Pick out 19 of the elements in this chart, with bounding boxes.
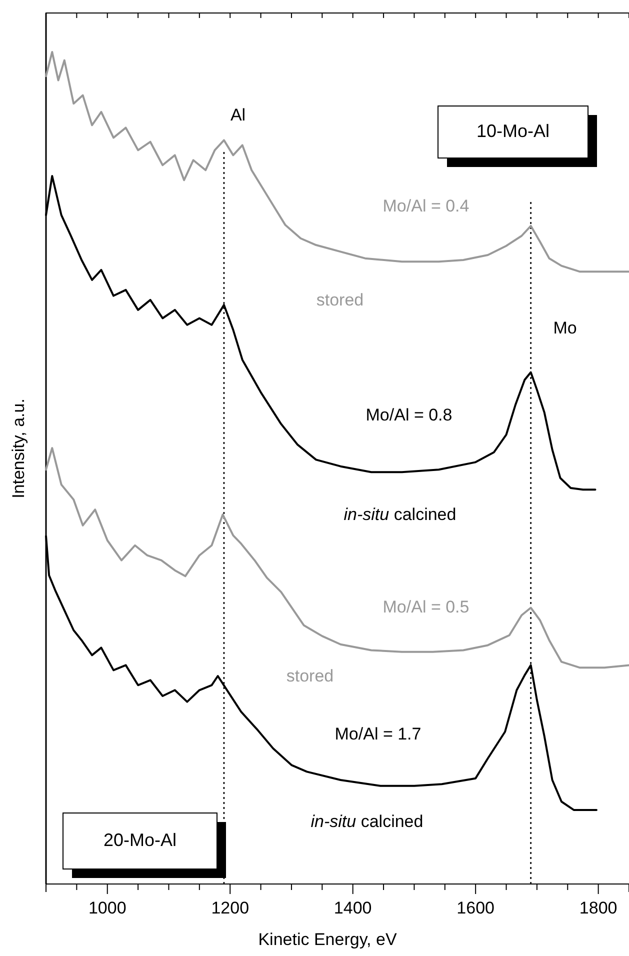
x-tick-label: 1400 — [334, 898, 372, 918]
annotation: in-situ calcined — [310, 812, 424, 832]
annotation: 10-Mo-Al — [476, 120, 550, 141]
annotation: stored — [286, 666, 334, 686]
x-axis-title: Kinetic Energy, eV — [258, 930, 398, 949]
annotation: Mo/Al = 0.5 — [382, 597, 470, 616]
x-tick-label: 1800 — [579, 898, 618, 918]
annotation: stored — [316, 290, 364, 310]
annotation: Mo/Al = 0.8 — [366, 405, 452, 424]
annotation: Mo/Al = 0.4 — [382, 196, 470, 216]
x-tick-label: 1200 — [211, 898, 250, 918]
y-axis-title: Intensity, a.u. — [9, 398, 28, 498]
annotation: in-situ calcined — [344, 505, 456, 524]
x-tick-label: 1000 — [88, 898, 126, 918]
annotation: 20-Mo-Al — [103, 830, 177, 850]
x-tick-label: 1600 — [456, 898, 494, 918]
annotation: Mo/Al = 1.7 — [334, 724, 422, 744]
ref-line-label: Mo — [553, 318, 577, 338]
ref-line-label: Al — [230, 105, 246, 124]
